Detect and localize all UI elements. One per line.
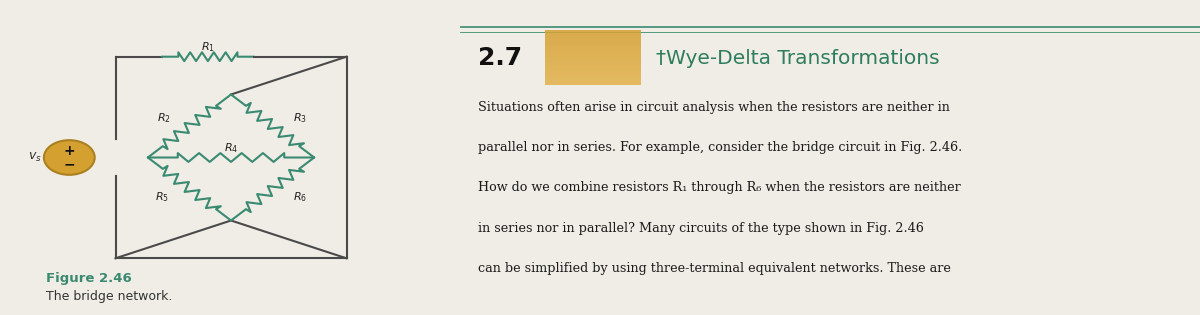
Text: Situations often arise in circuit analysis when the resistors are neither in: Situations often arise in circuit analys… — [478, 101, 950, 114]
Text: $v_s$: $v_s$ — [28, 151, 42, 164]
Text: in series nor in parallel? Many circuits of the type shown in Fig. 2.46: in series nor in parallel? Many circuits… — [478, 222, 924, 235]
Bar — [545, 55, 641, 57]
Bar — [545, 38, 641, 41]
Text: $R_2$: $R_2$ — [157, 111, 170, 125]
Circle shape — [44, 140, 95, 175]
Bar — [545, 30, 641, 33]
Text: +: + — [64, 144, 76, 158]
Text: $R_6$: $R_6$ — [293, 190, 307, 204]
Text: −: − — [64, 158, 76, 171]
Bar — [545, 63, 641, 66]
Bar — [545, 82, 641, 85]
Text: †Wye-Delta Transformations: †Wye-Delta Transformations — [656, 49, 940, 68]
Bar — [545, 74, 641, 77]
Text: can be simplified by using three-terminal equivalent networks. These are: can be simplified by using three-termina… — [478, 262, 950, 275]
Bar — [545, 77, 641, 80]
Bar — [545, 60, 641, 63]
Bar — [545, 33, 641, 36]
Bar — [545, 57, 641, 60]
Text: 2.7: 2.7 — [478, 46, 522, 70]
Text: $R_1$: $R_1$ — [200, 40, 215, 54]
Bar — [545, 41, 641, 44]
Bar — [545, 66, 641, 69]
Bar — [545, 49, 641, 52]
Text: $R_4$: $R_4$ — [224, 141, 238, 155]
Bar — [545, 36, 641, 38]
Text: Figure 2.46: Figure 2.46 — [47, 272, 132, 285]
Text: $R_5$: $R_5$ — [155, 190, 169, 204]
Text: How do we combine resistors R₁ through R₆ when the resistors are neither: How do we combine resistors R₁ through R… — [478, 181, 961, 194]
Bar — [545, 71, 641, 74]
Text: $R_3$: $R_3$ — [293, 111, 307, 125]
Bar — [545, 52, 641, 55]
Bar — [545, 44, 641, 47]
Text: The bridge network.: The bridge network. — [47, 289, 173, 303]
Bar — [545, 46, 641, 49]
Bar — [545, 30, 641, 85]
Bar — [545, 68, 641, 71]
Text: parallel nor in series. For example, consider the bridge circuit in Fig. 2.46.: parallel nor in series. For example, con… — [478, 141, 962, 154]
Bar — [545, 79, 641, 82]
